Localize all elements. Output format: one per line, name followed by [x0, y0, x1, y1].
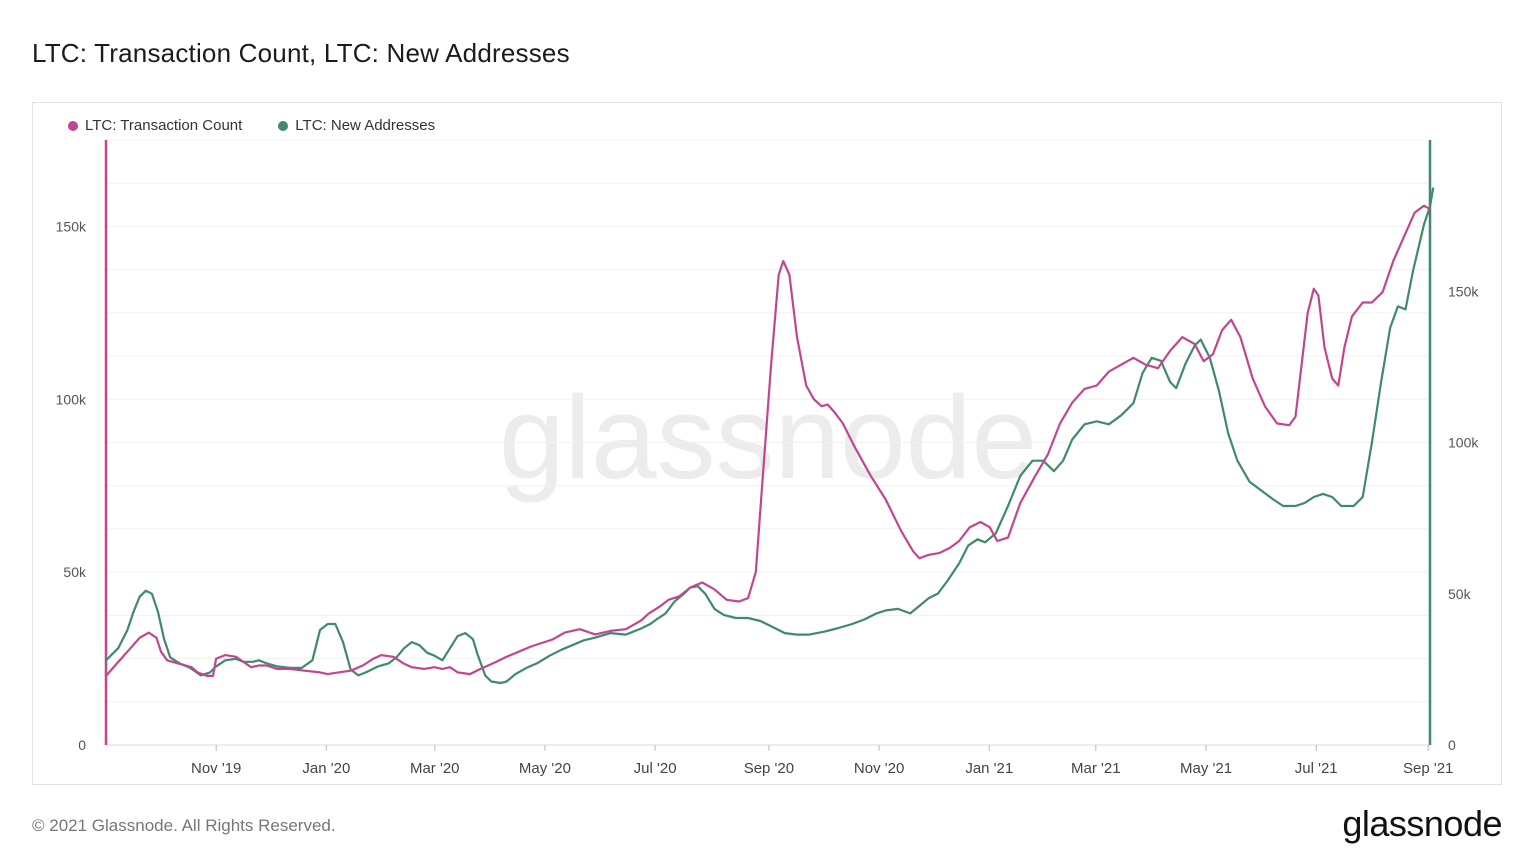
- axes: 0 50k 100k 150k 0 50k 100k 150k Nov '19 Jan '20 Ma…: [56, 140, 1479, 777]
- legend-label-transaction-count: LTC: Transaction Count: [85, 117, 243, 134]
- legend-label-new-addresses: LTC: New Addresses: [295, 117, 436, 134]
- page-title: LTC: Transaction Count, LTC: New Address…: [32, 38, 570, 68]
- x-tick-label: Jul '20: [634, 760, 677, 777]
- series-layer: [104, 187, 1435, 685]
- x-tick-label: Sep '20: [744, 760, 794, 777]
- x-tick-label: May '21: [1180, 760, 1232, 777]
- x-tick-label: Jan '20: [302, 760, 350, 777]
- series-line-transaction-count[interactable]: [104, 204, 1432, 677]
- x-tick-label: Jul '21: [1295, 760, 1338, 777]
- legend-item-transaction-count[interactable]: LTC: Transaction Count: [68, 117, 242, 134]
- y-left-tick-label: 0: [78, 737, 86, 753]
- x-tick-label: Nov '19: [191, 760, 241, 777]
- y-right-tick-label: 0: [1448, 737, 1456, 753]
- legend-dot-transaction-count: [68, 120, 78, 131]
- legend: LTC: Transaction Count LTC: New Addresse…: [68, 117, 435, 134]
- legend-dot-new-addresses: [278, 120, 289, 131]
- copyright-text: © 2021 Glassnode. All Rights Reserved.: [32, 816, 336, 835]
- y-right-tick-label: 50k: [1448, 586, 1472, 602]
- chart-frame: [32, 102, 1502, 785]
- x-tick-label: Nov '20: [854, 760, 904, 777]
- x-tick-label: Mar '20: [410, 760, 460, 777]
- x-tick-label: Mar '21: [1071, 760, 1121, 777]
- x-tick-label: May '20: [519, 760, 571, 777]
- y-left-tick-label: 50k: [63, 564, 87, 580]
- x-tick-label: Sep '21: [1403, 760, 1453, 777]
- series-line-new-addresses[interactable]: [104, 187, 1435, 685]
- legend-item-new-addresses[interactable]: LTC: New Addresses: [278, 117, 435, 134]
- glassnode-logo[interactable]: glassnode: [1342, 803, 1502, 844]
- y-right-tick-label: 150k: [1448, 283, 1479, 299]
- x-tick-label: Jan '21: [965, 760, 1013, 777]
- y-left-tick-label: 100k: [56, 391, 87, 407]
- y-right-tick-label: 100k: [1448, 435, 1479, 451]
- y-left-tick-label: 150k: [56, 218, 87, 234]
